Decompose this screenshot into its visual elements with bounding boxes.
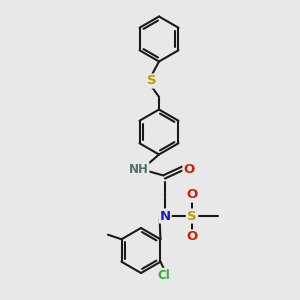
Text: Cl: Cl [157,269,170,282]
Text: O: O [186,230,198,244]
Text: N: N [159,209,171,223]
Text: S: S [147,74,156,88]
Text: O: O [186,188,198,202]
Text: S: S [187,209,197,223]
Text: NH: NH [129,163,148,176]
Text: O: O [183,163,195,176]
